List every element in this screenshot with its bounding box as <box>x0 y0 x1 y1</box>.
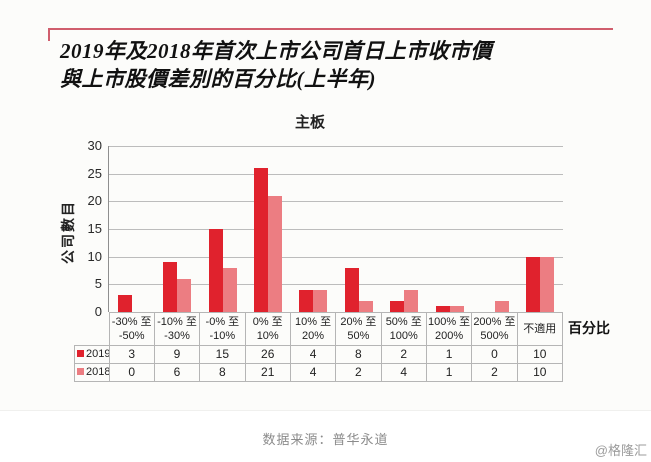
bar-2018-category-2 <box>222 267 237 312</box>
page-title-line2: 與上市股價差別的百分比(上半年) <box>60 67 376 91</box>
bar-2019-category-4 <box>299 289 314 312</box>
value-cell-2018-0: 0 <box>108 363 155 382</box>
value-cell-2018-5: 2 <box>335 363 382 382</box>
category-header-9: 不適用 <box>516 312 564 346</box>
chart-title: 主板 <box>294 114 325 131</box>
y-tick-label-20: 20 <box>87 193 102 209</box>
gridline-20 <box>109 201 563 203</box>
value-cell-2019-2: 15 <box>199 345 246 364</box>
y-tick-label-0: 0 <box>94 304 102 319</box>
bar-2018-category-9 <box>540 256 555 312</box>
gridline-25 <box>109 173 563 175</box>
value-cell-2018-4: 4 <box>289 363 337 382</box>
value-cell-2018-7: 1 <box>425 363 473 382</box>
bar-2018-category-4 <box>313 289 328 312</box>
page-title: 2019年及2018年首次上市公司首日上市收市價 與上市股價差別的百分比(上半年… <box>60 37 605 93</box>
value-cell-2018-2: 8 <box>199 363 246 382</box>
category-header-3: 0% 至 10% <box>244 312 291 346</box>
bar-2018-category-1 <box>177 278 192 312</box>
data-source-note: 数据来源：普华永道 <box>262 432 389 447</box>
value-cell-2019-6: 2 <box>380 345 427 364</box>
bar-2018-category-6 <box>404 289 419 312</box>
bar-2019-category-9 <box>526 256 541 312</box>
bar-2018-category-3 <box>267 195 282 312</box>
value-cell-2019-3: 26 <box>244 345 291 364</box>
y-tick-label-15: 15 <box>87 221 102 236</box>
legend-label-2019: 2019 <box>74 345 110 364</box>
bar-2019-category-3 <box>253 168 268 312</box>
bar-2019-category-5 <box>344 267 359 312</box>
legend-swatch-2018 <box>77 367 84 375</box>
value-cell-2019-9: 10 <box>516 345 564 364</box>
value-cell-2018-9: 10 <box>516 363 564 382</box>
bar-2019-category-7 <box>435 306 450 312</box>
value-cell-2018-1: 6 <box>153 363 201 382</box>
value-cell-2018-3: 21 <box>244 363 291 382</box>
bar-2018-category-5 <box>358 300 373 312</box>
value-cell-2019-1: 9 <box>153 345 201 364</box>
y-tick-label-5: 5 <box>94 276 102 292</box>
bar-2019-category-6 <box>390 300 405 312</box>
plot-area <box>108 146 563 312</box>
series-row-2018: 2018 0 6 8 21 4 2 4 1 2 10 <box>74 363 564 382</box>
value-cell-2019-8: 0 <box>471 345 518 364</box>
bar-2018-category-7 <box>449 306 464 312</box>
value-cell-2019-7: 1 <box>425 345 473 364</box>
gridline-10 <box>109 256 563 258</box>
category-header-6: 50% 至 100% <box>380 312 427 346</box>
y-tick-label-25: 25 <box>87 165 102 181</box>
bar-2019-category-1 <box>163 262 178 312</box>
bar-2019-category-0 <box>117 295 132 312</box>
title-accent-rule <box>48 28 613 41</box>
gridline-15 <box>109 229 563 230</box>
x-axis-table: -30% 至 -50% -10% 至 -30% -0% 至 -10% 0% 至 10% 10% … <box>74 312 564 382</box>
value-cell-2019-4: 4 <box>289 345 337 364</box>
watermark: @格隆汇 <box>594 443 647 458</box>
legend-label-2018: 2018 <box>74 363 110 382</box>
y-tick-label-10: 10 <box>87 248 102 264</box>
y-tick-label-30: 30 <box>87 138 102 153</box>
gridline-30 <box>109 146 563 147</box>
category-header-8: 200% 至 500% <box>471 312 518 346</box>
value-cell-2019-0: 3 <box>108 345 155 364</box>
legend-swatch-2019 <box>77 349 84 357</box>
bar-2019-category-2 <box>208 229 223 312</box>
category-header-5: 20% 至 50% <box>335 312 382 346</box>
value-cell-2019-5: 8 <box>335 345 382 364</box>
category-header-4: 10% 至 20% <box>289 312 337 346</box>
x-axis-title: 百分比 <box>568 320 610 336</box>
value-cell-2018-6: 4 <box>380 363 427 382</box>
category-header-row: -30% 至 -50% -10% 至 -30% -0% 至 -10% 0% 至 10% 10% … <box>75 312 564 346</box>
category-header-1: -10% 至 -30% <box>153 312 201 346</box>
gridline-5 <box>109 284 563 286</box>
category-header-0: -30% 至 -50% <box>108 312 155 346</box>
category-header-2: -0% 至 -10% <box>199 312 246 346</box>
value-cell-2018-8: 2 <box>471 363 518 382</box>
page-title-line1: 2019年及2018年首次上市公司首日上市收市價 <box>60 39 492 63</box>
series-row-2019: 2019 3 9 15 26 4 8 2 1 0 10 <box>74 345 564 364</box>
category-header-7: 100% 至 200% <box>425 312 473 346</box>
bar-2018-category-8 <box>494 300 509 312</box>
